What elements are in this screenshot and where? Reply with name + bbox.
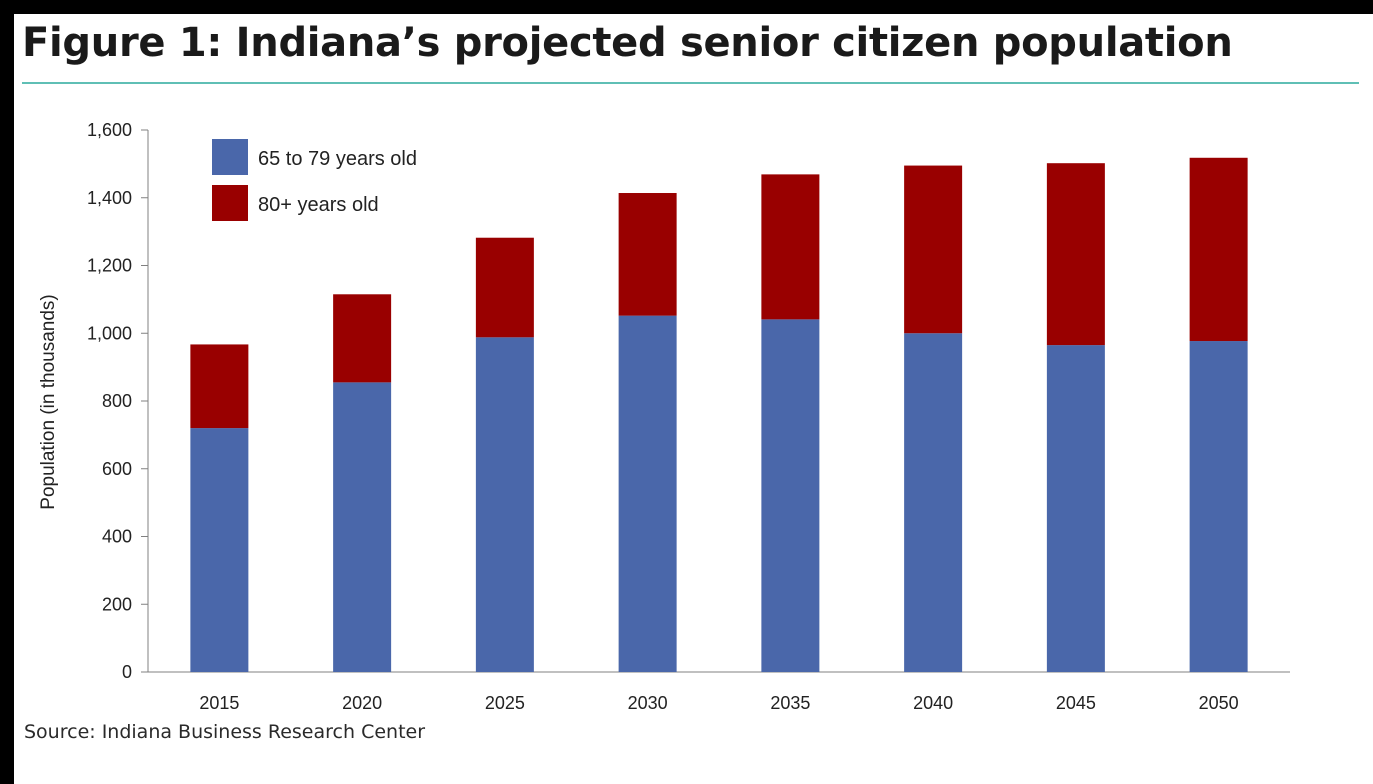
y-tick-label: 1,000: [87, 323, 132, 343]
source-note: Source: Indiana Business Research Center: [24, 721, 426, 743]
bar-65-79: [333, 382, 392, 672]
y-tick-label: 1,600: [87, 120, 132, 140]
x-tick-label: 2020: [342, 693, 382, 713]
y-tick-label: 400: [102, 527, 132, 547]
legend: 65 to 79 years old 80+ years old: [212, 139, 417, 221]
x-tick-label: 2025: [485, 693, 525, 713]
bar-65-79: [618, 315, 677, 672]
y-axis: 0 200 400 600 800 1,000 1,200 1,400 1,600: [87, 120, 149, 682]
bar-80-plus: [333, 294, 392, 383]
bar-80-plus: [618, 193, 677, 316]
bar-80-plus: [1046, 163, 1105, 346]
bar-80-plus: [475, 237, 534, 338]
bar-65-79: [1189, 341, 1248, 672]
y-tick-label: 1,400: [87, 188, 132, 208]
y-tick-label: 0: [122, 662, 132, 682]
x-tick-label: 2040: [913, 693, 953, 713]
bar-65-79: [190, 428, 249, 672]
title-rule: [22, 82, 1359, 84]
bar-65-79: [1046, 345, 1105, 672]
x-axis: 2015 2020 2025 2030 2035 2040 2045 2050: [148, 671, 1290, 713]
y-tick-label: 800: [102, 391, 132, 411]
bars: [190, 157, 1248, 672]
x-tick-label: 2030: [628, 693, 668, 713]
bar-80-plus: [1189, 157, 1248, 342]
x-tick-label: 2035: [770, 693, 810, 713]
y-tick-label: 200: [102, 594, 132, 614]
legend-swatch-65-79: [212, 139, 248, 175]
y-axis-label: Population (in thousands): [38, 294, 59, 509]
x-tick-label: 2015: [199, 693, 239, 713]
bar-65-79: [761, 319, 820, 672]
x-tick-label: 2045: [1056, 693, 1096, 713]
y-tick-label: 600: [102, 459, 132, 479]
legend-label-65-79: 65 to 79 years old: [258, 148, 417, 170]
bar-80-plus: [190, 344, 249, 429]
bar-65-79: [904, 333, 963, 672]
bar-65-79: [475, 337, 534, 672]
bar-80-plus: [761, 174, 820, 320]
legend-swatch-80-plus: [212, 185, 248, 221]
chart-title: Figure 1: Indiana’s projected senior cit…: [22, 20, 1233, 66]
bar-80-plus: [904, 165, 963, 334]
y-tick-label: 1,200: [87, 256, 132, 276]
legend-label-80-plus: 80+ years old: [258, 194, 379, 216]
x-tick-label: 2050: [1199, 693, 1239, 713]
